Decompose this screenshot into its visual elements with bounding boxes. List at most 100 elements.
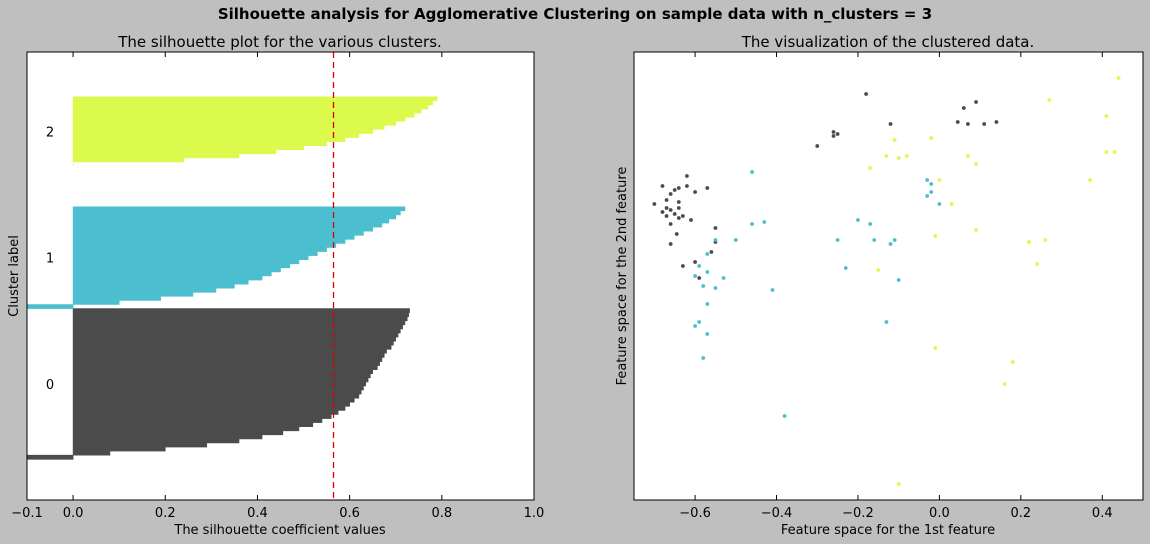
scatter-point-cluster-1 bbox=[888, 242, 893, 246]
scatter-point-cluster-0 bbox=[709, 250, 714, 254]
scatter-point-cluster-2 bbox=[933, 346, 938, 350]
scatter-point-cluster-0 bbox=[676, 200, 681, 204]
scatter-point-cluster-0 bbox=[668, 208, 673, 212]
scatter-point-cluster-0 bbox=[713, 226, 718, 230]
scatter-point-cluster-1 bbox=[835, 238, 840, 242]
scatter-point-cluster-1 bbox=[705, 270, 710, 274]
cluster-scatter-frame bbox=[633, 51, 1144, 501]
silhouette-cluster-2-fill bbox=[72, 96, 438, 167]
scatter-point-cluster-0 bbox=[888, 122, 893, 126]
cluster-scatter-ylabel: Feature space for the 2nd feature bbox=[615, 167, 630, 386]
silhouette-cluster-1-fill bbox=[26, 206, 406, 309]
scatter-point-cluster-2 bbox=[1043, 238, 1048, 242]
scatter-point-cluster-1 bbox=[856, 218, 860, 222]
scatter-point-cluster-1 bbox=[701, 356, 706, 360]
scatter-point-cluster-2 bbox=[896, 156, 901, 160]
scatter-point-cluster-2 bbox=[904, 154, 909, 158]
silhouette-plot-ylabel: Cluster label bbox=[7, 235, 22, 317]
scatter-point-cluster-1 bbox=[721, 276, 726, 280]
scatter-point-cluster-1 bbox=[782, 414, 787, 418]
scatter-point-cluster-1 bbox=[892, 238, 897, 242]
scatter-point-cluster-0 bbox=[685, 174, 689, 178]
scatter-point-cluster-0 bbox=[966, 122, 970, 126]
silhouette-xtick-label: −0.1 bbox=[11, 506, 43, 521]
scatter-point-cluster-2 bbox=[1010, 360, 1015, 364]
scatter-point-cluster-2 bbox=[884, 154, 889, 158]
scatter-point-cluster-1 bbox=[733, 238, 738, 242]
scatter-point-cluster-2 bbox=[974, 162, 978, 166]
scatter-point-cluster-1 bbox=[713, 238, 718, 242]
figure-suptitle: Silhouette analysis for Agglomerative Cl… bbox=[217, 5, 933, 23]
scatter-point-cluster-2 bbox=[966, 154, 970, 158]
scatter-point-cluster-0 bbox=[676, 216, 681, 220]
scatter-point-cluster-0 bbox=[664, 206, 669, 210]
scatter-point-cluster-2 bbox=[876, 268, 881, 272]
silhouette-cluster-2-label: 2 bbox=[46, 125, 54, 140]
scatter-point-cluster-0 bbox=[664, 198, 669, 202]
scatter-point-cluster-1 bbox=[705, 252, 710, 256]
silhouette-xtick-label: 0.4 bbox=[247, 506, 268, 521]
scatter-point-cluster-2 bbox=[1088, 178, 1092, 182]
scatter-point-cluster-0 bbox=[974, 100, 978, 104]
scatter-point-cluster-1 bbox=[770, 288, 775, 292]
scatter-xtick-label: −0.2 bbox=[842, 506, 874, 521]
scatter-point-cluster-0 bbox=[660, 210, 665, 214]
scatter-point-cluster-0 bbox=[672, 212, 677, 216]
scatter-xtick-label: 0.0 bbox=[929, 506, 950, 521]
scatter-point-cluster-1 bbox=[701, 284, 706, 288]
scatter-point-cluster-0 bbox=[689, 218, 693, 222]
scatter-point-cluster-1 bbox=[750, 222, 754, 226]
scatter-point-cluster-0 bbox=[697, 276, 702, 280]
silhouette-plot-title: The silhouette plot for the various clus… bbox=[117, 33, 442, 51]
scatter-point-cluster-0 bbox=[961, 106, 966, 110]
scatter-point-cluster-2 bbox=[868, 166, 873, 170]
scatter-point-cluster-2 bbox=[1035, 262, 1040, 266]
scatter-point-cluster-2 bbox=[896, 482, 901, 486]
scatter-point-cluster-0 bbox=[982, 122, 987, 126]
scatter-point-cluster-0 bbox=[664, 214, 669, 218]
scatter-point-cluster-2 bbox=[1027, 240, 1031, 244]
scatter-point-cluster-2 bbox=[1002, 382, 1007, 386]
scatter-point-cluster-1 bbox=[884, 320, 889, 324]
scatter-point-cluster-0 bbox=[676, 186, 681, 190]
scatter-point-cluster-1 bbox=[705, 332, 710, 336]
scatter-point-cluster-2 bbox=[1047, 98, 1052, 102]
scatter-point-cluster-2 bbox=[1104, 150, 1109, 154]
scatter-point-cluster-1 bbox=[896, 278, 901, 282]
scatter-xtick-label: −0.6 bbox=[679, 506, 711, 521]
scatter-point-cluster-0 bbox=[685, 184, 689, 188]
scatter-point-cluster-0 bbox=[680, 264, 685, 268]
scatter-point-cluster-1 bbox=[762, 220, 767, 224]
scatter-point-cluster-0 bbox=[652, 202, 657, 206]
scatter-point-cluster-0 bbox=[831, 134, 836, 138]
scatter-point-cluster-1 bbox=[868, 222, 873, 226]
silhouette-xtick-label: 0.2 bbox=[155, 506, 176, 521]
scatter-point-cluster-2 bbox=[949, 202, 954, 206]
scatter-point-cluster-1 bbox=[925, 178, 930, 182]
scatter-point-cluster-0 bbox=[994, 120, 999, 124]
scatter-point-cluster-0 bbox=[693, 260, 697, 264]
scatter-xtick-label: 0.4 bbox=[1092, 506, 1113, 521]
silhouette-cluster-0-fill bbox=[26, 308, 410, 460]
scatter-point-cluster-0 bbox=[668, 222, 673, 226]
scatter-point-cluster-1 bbox=[750, 170, 754, 174]
scatter-point-cluster-2 bbox=[933, 234, 938, 238]
silhouette-plot-frame bbox=[26, 51, 535, 501]
scatter-point-cluster-0 bbox=[831, 130, 836, 134]
scatter-point-cluster-1 bbox=[693, 324, 697, 328]
scatter-point-cluster-0 bbox=[660, 184, 665, 188]
scatter-point-cluster-2 bbox=[1116, 76, 1121, 80]
scatter-point-cluster-0 bbox=[864, 92, 869, 96]
cluster-scatter-background bbox=[634, 52, 1143, 500]
scatter-point-cluster-0 bbox=[693, 190, 697, 194]
scatter-point-cluster-1 bbox=[929, 182, 934, 186]
scatter-xtick-label: −0.4 bbox=[761, 506, 793, 521]
scatter-point-cluster-1 bbox=[713, 286, 718, 290]
scatter-point-cluster-2 bbox=[974, 228, 978, 232]
scatter-point-cluster-1 bbox=[925, 194, 930, 198]
scatter-point-cluster-0 bbox=[674, 232, 679, 236]
cluster-scatter-title: The visualization of the clustered data. bbox=[741, 33, 1035, 51]
silhouette-cluster-1-label: 1 bbox=[46, 252, 54, 267]
scatter-point-cluster-0 bbox=[676, 206, 681, 210]
